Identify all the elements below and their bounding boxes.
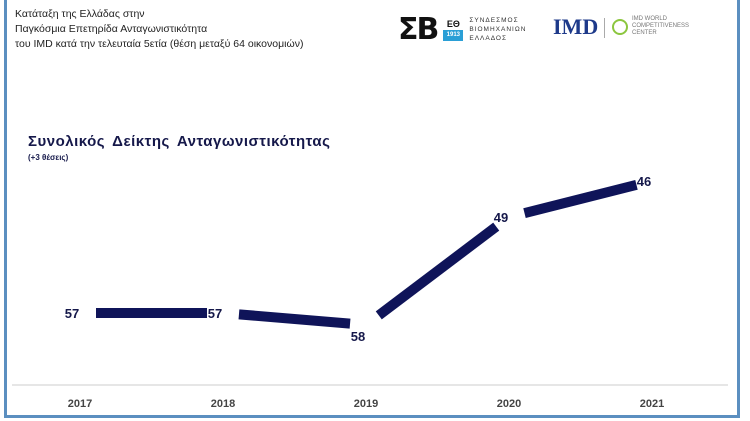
sbe-box-bottom: 1913 bbox=[443, 29, 464, 41]
line-segment bbox=[523, 180, 638, 218]
wcc-circle-icon bbox=[612, 18, 628, 35]
data-label: 57 bbox=[65, 306, 79, 321]
sbe-text-line: ΒΙΟΜΗΧΑΝΙΩΝ bbox=[469, 26, 527, 33]
wcc-text-line: COMPETITIVENESS bbox=[632, 23, 690, 29]
x-tick-label: 2020 bbox=[497, 398, 521, 410]
sbe-logo-box: ΕΘ 1913 bbox=[443, 18, 464, 41]
imd-logo: IMD bbox=[553, 14, 599, 39]
sbe-box-top: ΕΘ bbox=[446, 18, 460, 29]
data-label: 58 bbox=[351, 329, 365, 344]
x-tick-label: 2017 bbox=[68, 398, 92, 410]
wcc-text-line: CENTER bbox=[632, 30, 657, 36]
data-label: 49 bbox=[494, 210, 508, 225]
sbe-text-line: ΕΛΛΑΔΟΣ bbox=[469, 35, 507, 42]
header-line: Κατάταξη της Ελλάδας στην bbox=[15, 8, 145, 20]
data-label: 57 bbox=[208, 306, 222, 321]
header-text: Κατάταξη της Ελλάδας στην Παγκόσμια Επετ… bbox=[15, 7, 303, 52]
line-segment bbox=[238, 309, 351, 329]
chart-subtitle: (+3 θέσεις) bbox=[28, 153, 69, 162]
x-tick-label: 2019 bbox=[354, 398, 378, 410]
slide-frame bbox=[4, 0, 740, 418]
sbe-logo: ΣΒ ΕΘ 1913 ΣΥΝΔΕΣΜΟΣ ΒΙΟΜΗΧΑΝΙΩΝ ΕΛΛΑΔΟΣ bbox=[398, 12, 526, 47]
data-label: 46 bbox=[637, 174, 651, 189]
wcc-logo-text: IMD WORLD COMPETITIVENESS CENTER bbox=[632, 16, 689, 37]
header-line: του IMD κατά την τελευταία 5ετία (θέση μ… bbox=[15, 38, 304, 50]
wcc-logo: IMD WORLD COMPETITIVENESS CENTER bbox=[612, 16, 689, 37]
x-tick-label: 2021 bbox=[640, 398, 664, 410]
sbe-logo-mark: ΣΒ bbox=[398, 12, 439, 47]
x-tick-label: 2018 bbox=[211, 398, 235, 410]
sbe-logo-text: ΣΥΝΔΕΣΜΟΣ ΒΙΟΜΗΧΑΝΙΩΝ ΕΛΛΑΔΟΣ bbox=[469, 16, 526, 43]
wcc-text-line: IMD WORLD bbox=[632, 16, 667, 22]
logo-divider bbox=[604, 18, 605, 38]
sbe-text-line: ΣΥΝΔΕΣΜΟΣ bbox=[469, 17, 519, 24]
line-segment bbox=[375, 222, 500, 320]
chart-title: Συνολικός Δείκτης Ανταγωνιστικότητας bbox=[28, 133, 331, 150]
header-line: Παγκόσμια Επετηρίδα Ανταγωνιστικότητα bbox=[15, 23, 208, 35]
